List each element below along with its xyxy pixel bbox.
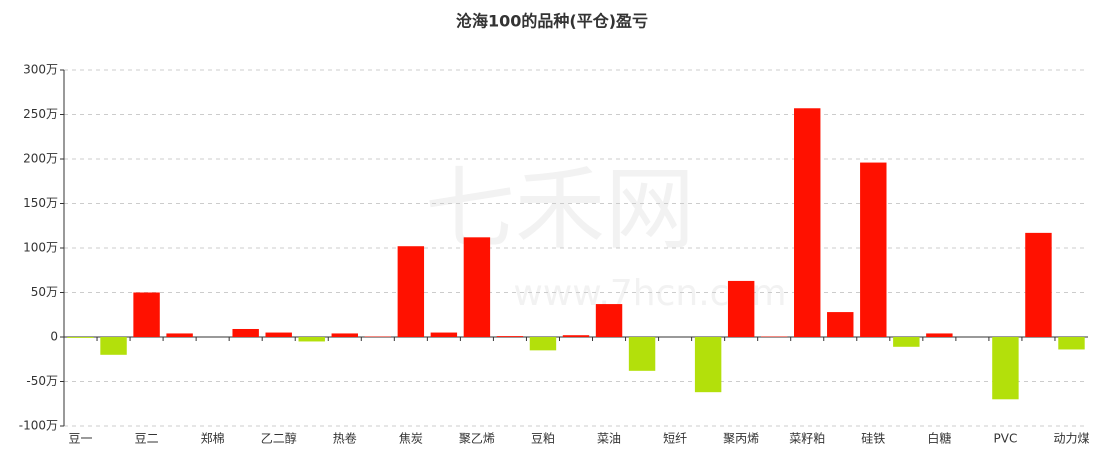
x-tick-label: 豆粕: [531, 431, 555, 446]
bar: [562, 335, 590, 337]
bar: [529, 337, 557, 351]
bar: [298, 337, 325, 342]
y-tick-label: 50万: [31, 285, 58, 299]
bar: [133, 292, 160, 337]
x-tick-label: 聚丙烯: [723, 432, 759, 446]
y-tick-label: 100万: [23, 241, 58, 255]
x-tick-label: 郑棉: [201, 431, 225, 446]
x-tick-label: 聚乙烯: [459, 432, 495, 446]
bar: [397, 246, 425, 337]
y-tick-label: -100万: [19, 419, 58, 433]
x-tick-label: 动力煤: [1053, 432, 1089, 446]
x-tick-label: 硅铁: [861, 432, 885, 446]
bar: [232, 328, 259, 337]
y-tick-label: 0: [50, 330, 58, 344]
bar: [893, 337, 920, 347]
bar: [860, 162, 887, 337]
x-tick-label: 菜籽粕: [789, 431, 825, 446]
bar: [166, 333, 193, 337]
bar: [265, 332, 292, 337]
y-tick-label: 300万: [23, 63, 58, 77]
bar: [496, 336, 524, 337]
bar: [794, 108, 821, 338]
bar: [430, 332, 458, 337]
bar: [1058, 337, 1085, 350]
y-tick-label: -50万: [26, 374, 58, 388]
bar: [67, 337, 94, 338]
bar: [926, 333, 953, 337]
x-tick-label: 豆二: [135, 432, 159, 446]
bar: [992, 337, 1019, 400]
bar: [1025, 232, 1052, 337]
y-tick-label: 150万: [23, 196, 58, 210]
bar: [463, 237, 491, 337]
x-tick-label: 短纤: [663, 432, 687, 446]
x-tick-label: 乙二醇: [261, 431, 297, 446]
bar: [694, 337, 722, 393]
bar: [727, 280, 755, 337]
x-tick-label: PVC: [994, 432, 1018, 446]
x-tick-label: 白糖: [927, 431, 951, 446]
chart-title: 沧海100的品种(平仓)盈亏: [456, 12, 648, 31]
x-tick-label: 豆一: [69, 432, 93, 446]
y-tick-label: 250万: [23, 107, 58, 121]
y-tick-label: 200万: [23, 152, 58, 166]
x-tick-label: 热卷: [333, 431, 357, 446]
bar: [595, 304, 623, 337]
x-tick-label: 菜油: [597, 432, 621, 446]
bar: [827, 312, 854, 337]
bar: [628, 337, 656, 371]
bar: [100, 337, 127, 355]
bar: [331, 333, 358, 337]
x-tick-label: 焦炭: [399, 432, 423, 446]
